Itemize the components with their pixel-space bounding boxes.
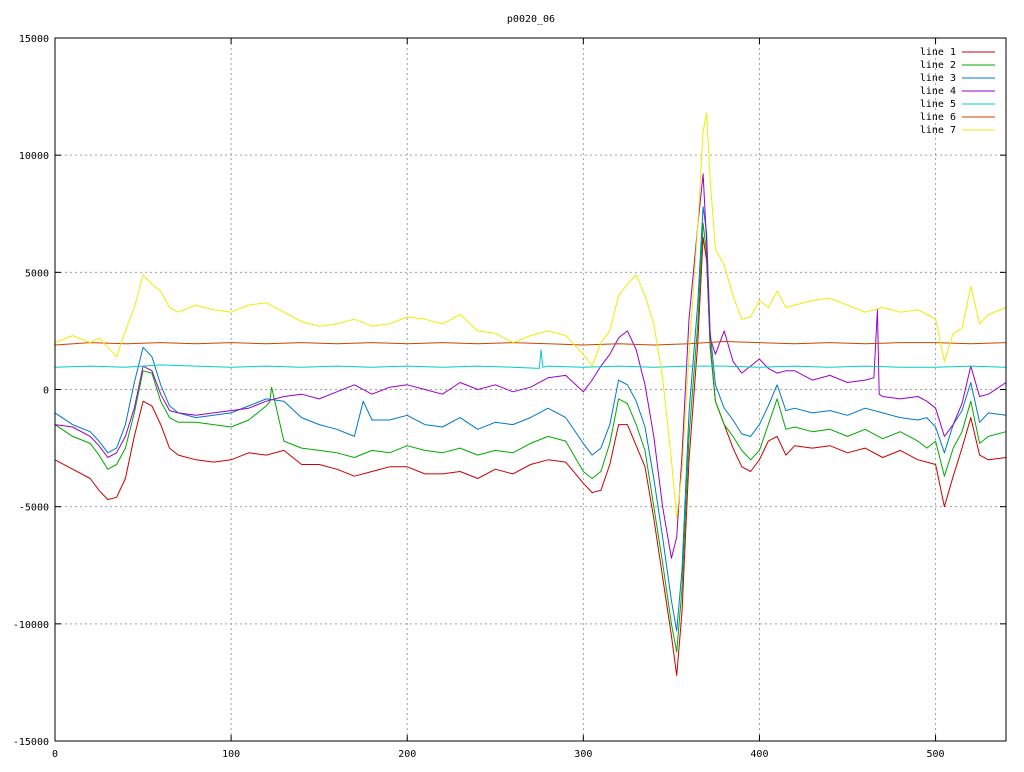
grid-layer	[55, 38, 1006, 741]
series-line-2	[54, 222, 1007, 653]
chart-title: p0020_06	[507, 14, 555, 25]
series-line-1	[54, 236, 1007, 676]
x-tick-label: 400	[750, 749, 768, 760]
y-tick-label: 15000	[19, 34, 49, 45]
x-tick-label: 300	[574, 749, 592, 760]
y-tick-label: 0	[43, 386, 49, 397]
legend-label: line 2	[920, 60, 956, 71]
legend-label: line 5	[920, 99, 956, 110]
series-line-7	[54, 112, 1007, 519]
legend-label: line 3	[920, 73, 956, 84]
legend-label: line 4	[920, 86, 956, 97]
legend-label: line 6	[920, 112, 956, 123]
legend-label: line 7	[920, 125, 956, 136]
x-tick-label: 100	[222, 749, 240, 760]
x-tick-label: 500	[927, 749, 945, 760]
y-tick-label: -5000	[19, 503, 49, 514]
legend: line 1 line 2 line 3 line 4 line 5 line 6 line…	[920, 47, 995, 136]
tick-layer: 0 100 200 300 400 500 15000 10000 5000 0 -5000 -100…	[13, 34, 1006, 760]
y-tick-label: -15000	[13, 737, 49, 748]
x-tick-label: 0	[52, 749, 58, 760]
y-tick-label: 5000	[25, 268, 49, 279]
series-line-6	[54, 341, 1007, 346]
y-tick-label: -10000	[13, 620, 49, 631]
legend-label: line 1	[920, 47, 956, 58]
series-line-5	[54, 349, 1007, 369]
series-line-3	[54, 206, 1007, 632]
y-tick-label: 10000	[19, 151, 49, 162]
series-layer	[54, 112, 1007, 676]
x-tick-label: 200	[398, 749, 416, 760]
